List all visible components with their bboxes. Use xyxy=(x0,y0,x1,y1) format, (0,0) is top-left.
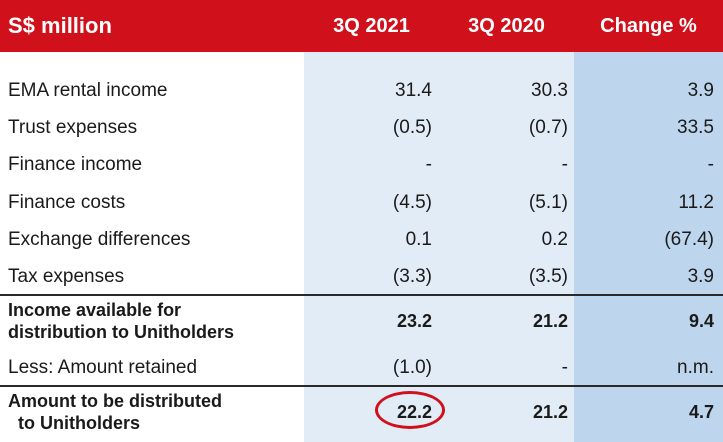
value-change: (67.4) xyxy=(664,229,714,250)
row-label: Amount to be distributed to Unitholders xyxy=(8,390,222,434)
col-2020-background xyxy=(439,52,574,442)
value-3q2021: (3.3) xyxy=(392,266,432,287)
value-3q2020: 0.2 xyxy=(541,229,568,250)
value-change: n.m. xyxy=(677,357,714,378)
value-change: 9.4 xyxy=(688,311,714,331)
table-row: Exchange differences 0.1 0.2 (67.4) xyxy=(0,221,723,258)
value-3q2020: 21.2 xyxy=(532,402,568,422)
income-available-row: Income available for distribution to Uni… xyxy=(0,297,723,345)
value-3q2021: - xyxy=(425,154,432,175)
value-3q2021: 23.2 xyxy=(396,311,432,331)
header-3q2020: 3Q 2020 xyxy=(468,15,545,37)
divider-line xyxy=(0,385,723,387)
value-3q2020: - xyxy=(561,357,568,378)
value-change: 11.2 xyxy=(678,192,714,213)
table-row: Tax expenses (3.3) (3.5) 3.9 xyxy=(0,258,723,295)
value-3q2021: (0.5) xyxy=(392,117,432,138)
table-row: Trust expenses (0.5) (0.7) 33.5 xyxy=(0,109,723,146)
table-header: S$ million 3Q 2021 3Q 2020 Change % xyxy=(0,0,723,52)
value-3q2021: (1.0) xyxy=(392,357,432,378)
label-line: distribution to Unitholders xyxy=(8,322,234,342)
row-label: Tax expenses xyxy=(8,266,125,287)
value-change: 3.9 xyxy=(687,80,714,101)
label-line: Amount to be distributed xyxy=(8,391,222,411)
value-change: - xyxy=(707,154,714,175)
header-3q2021: 3Q 2021 xyxy=(333,15,410,37)
value-3q2020: 21.2 xyxy=(532,311,568,331)
row-label: Trust expenses xyxy=(8,117,138,138)
col-2021-background xyxy=(304,52,439,442)
value-3q2020: 30.3 xyxy=(531,80,568,101)
value-change: 33.5 xyxy=(677,117,714,138)
table-row: EMA rental income 31.4 30.3 3.9 xyxy=(0,72,723,109)
row-label: Income available for distribution to Uni… xyxy=(8,299,234,343)
less-retained-row: Less: Amount retained (1.0) - n.m. xyxy=(0,349,723,386)
header-title: S$ million xyxy=(8,13,112,38)
value-change: 3.9 xyxy=(687,266,714,287)
row-label: EMA rental income xyxy=(8,80,168,101)
col-change-background xyxy=(574,52,723,442)
value-3q2021: 0.1 xyxy=(405,229,432,250)
table-row: Finance costs (4.5) (5.1) 11.2 xyxy=(0,184,723,221)
value-change: 4.7 xyxy=(688,402,714,422)
row-label: Less: Amount retained xyxy=(8,357,198,378)
table-row: Finance income - - - xyxy=(0,146,723,183)
divider-line xyxy=(0,294,723,296)
value-3q2020: (5.1) xyxy=(528,192,568,213)
label-line: Income available for xyxy=(8,300,182,320)
value-3q2020: (3.5) xyxy=(528,266,568,287)
to-be-distributed-row: Amount to be distributed to Unitholders … xyxy=(0,388,723,436)
value-3q2021: 31.4 xyxy=(395,80,432,101)
label-line: to Unitholders xyxy=(18,413,140,433)
header-change: Change % xyxy=(600,15,697,37)
value-3q2020: - xyxy=(561,154,568,175)
value-3q2020: (0.7) xyxy=(528,117,568,138)
value-3q2021: (4.5) xyxy=(392,192,432,213)
highlight-circle xyxy=(375,391,445,429)
row-label: Finance costs xyxy=(8,192,126,213)
row-label: Exchange differences xyxy=(8,229,191,250)
row-label: Finance income xyxy=(8,154,143,175)
